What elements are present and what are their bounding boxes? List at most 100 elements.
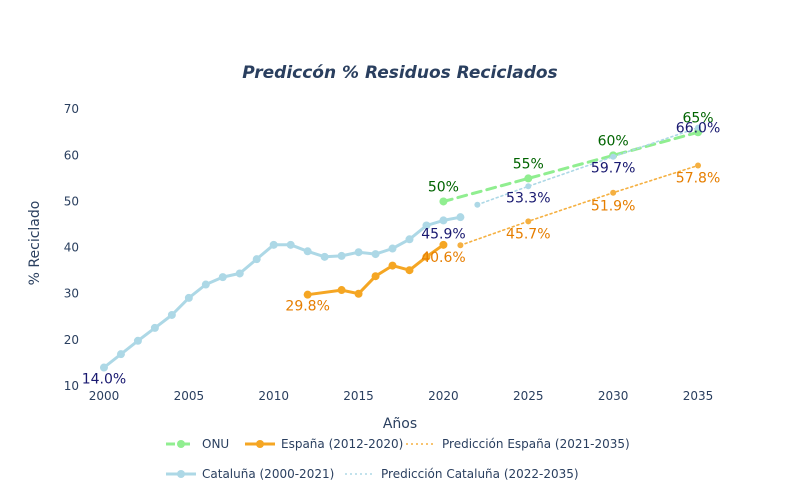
x-axis-label: Años xyxy=(383,416,417,432)
data-point-espana xyxy=(422,252,431,261)
data-point-cataluna xyxy=(252,255,261,264)
y-axis-ticks: 10 20 30 40 50 60 70 xyxy=(64,102,79,393)
x-tick-label: 2025 xyxy=(513,389,544,403)
data-point-cataluna xyxy=(218,273,227,282)
data-point-espana xyxy=(371,272,380,281)
y-tick-label: 30 xyxy=(64,287,79,301)
data-point-pred_cataluna xyxy=(525,183,532,190)
data-point-onu xyxy=(694,128,703,137)
legend-item-pred_espana[interactable]: Predicción España (2021-2035) xyxy=(406,437,630,451)
data-label-onu: 65% xyxy=(682,110,713,126)
data-point-cataluna xyxy=(439,216,448,225)
data-label-pred_espana: 45.7% xyxy=(506,226,550,242)
series-pred_espana: 45.7% 51.9% 57.8% xyxy=(457,162,720,249)
data-label-cataluna: 14.0% xyxy=(82,372,126,388)
data-point-cataluna xyxy=(184,293,193,302)
data-point-cataluna xyxy=(320,252,329,261)
legend-item-onu[interactable]: ONU xyxy=(166,437,229,451)
data-point-cataluna xyxy=(388,244,397,253)
data-point-espana xyxy=(405,266,414,275)
x-tick-label: 2020 xyxy=(428,389,459,403)
data-point-espana xyxy=(303,290,312,299)
y-tick-label: 70 xyxy=(64,102,79,116)
data-point-pred_cataluna xyxy=(610,153,617,160)
y-axis-label: % Reciclado xyxy=(27,201,43,286)
series-onu: 50% 55% 60% 65% xyxy=(428,110,714,206)
data-point-cataluna xyxy=(269,240,278,249)
series-line-onu xyxy=(441,130,700,203)
data-point-pred_espana xyxy=(525,218,532,225)
series-line-pred_cataluna xyxy=(476,126,699,206)
data-point-onu xyxy=(524,174,533,183)
data-point-pred_espana xyxy=(457,242,464,249)
data-point-espana xyxy=(439,240,448,249)
y-tick-label: 60 xyxy=(64,148,79,162)
data-point-cataluna xyxy=(150,323,159,332)
data-point-espana xyxy=(388,261,397,270)
data-label-cataluna: 45.9% xyxy=(421,226,465,242)
legend-label: Predicción Cataluña (2022-2035) xyxy=(381,467,579,481)
data-point-cataluna xyxy=(235,269,244,278)
series-line-cataluna xyxy=(102,215,462,369)
data-point-pred_espana xyxy=(695,162,702,169)
data-point-pred_cataluna xyxy=(695,124,702,131)
data-point-onu xyxy=(439,197,448,206)
data-point-pred_espana xyxy=(610,189,617,196)
y-tick-label: 50 xyxy=(64,194,79,208)
series-line-pred_espana xyxy=(459,164,699,247)
x-tick-label: 2035 xyxy=(683,389,714,403)
data-point-espana xyxy=(354,289,363,298)
data-point-cataluna xyxy=(371,250,380,259)
data-point-cataluna xyxy=(167,310,176,319)
y-tick-label: 10 xyxy=(64,379,79,393)
data-label-pred_espana: 51.9% xyxy=(591,199,635,215)
data-label-pred_cataluna: 66.0% xyxy=(676,121,720,137)
legend-label: Predicción España (2021-2035) xyxy=(442,437,630,451)
data-label-onu: 50% xyxy=(428,179,459,195)
x-tick-label: 2030 xyxy=(598,389,629,403)
legend-swatch-marker xyxy=(177,440,185,448)
plot-area: 50% 55% 60% 65% 29.8% 40.6% 45.7% 51.9% 57.8% 14.… xyxy=(82,110,721,387)
legend: ONU España (2012-2020) Predicción España (… xyxy=(166,437,630,481)
legend-swatch-marker xyxy=(177,470,185,478)
data-point-cataluna xyxy=(99,363,108,372)
y-tick-label: 40 xyxy=(64,241,79,255)
data-label-onu: 60% xyxy=(598,133,629,149)
legend-label: Cataluña (2000-2021) xyxy=(202,467,334,481)
x-tick-label: 2005 xyxy=(174,389,205,403)
data-point-cataluna xyxy=(286,240,295,249)
y-tick-label: 20 xyxy=(64,333,79,347)
data-label-pred_cataluna: 59.7% xyxy=(591,161,635,177)
data-point-cataluna xyxy=(116,350,125,359)
data-label-espana: 29.8% xyxy=(285,299,329,315)
data-point-espana xyxy=(337,286,346,295)
legend-label: ONU xyxy=(202,437,229,451)
legend-item-espana[interactable]: España (2012-2020) xyxy=(245,437,403,451)
legend-item-cataluna[interactable]: Cataluña (2000-2021) xyxy=(166,467,334,481)
legend-item-pred_cataluna[interactable]: Predicción Cataluña (2022-2035) xyxy=(345,467,579,481)
legend-label: España (2012-2020) xyxy=(281,437,403,451)
data-point-cataluna xyxy=(354,248,363,257)
data-point-cataluna xyxy=(337,251,346,260)
data-label-onu: 55% xyxy=(513,156,544,172)
x-tick-label: 2000 xyxy=(89,389,120,403)
data-point-cataluna xyxy=(303,247,312,256)
series-pred_cataluna: 53.3% 59.7% 66.0% xyxy=(474,121,720,208)
data-point-pred_cataluna xyxy=(474,201,481,208)
series-espana: 29.8% 40.6% xyxy=(285,240,466,315)
data-label-pred_espana: 57.8% xyxy=(676,171,720,187)
series-cataluna: 14.0% 45.9% xyxy=(82,213,466,388)
data-point-cataluna xyxy=(133,336,142,345)
chart-title: Prediccón % Residuos Reciclados xyxy=(242,63,557,83)
x-tick-label: 2010 xyxy=(258,389,289,403)
data-point-cataluna xyxy=(405,235,414,244)
data-point-cataluna xyxy=(201,280,210,289)
data-label-pred_cataluna: 53.3% xyxy=(506,190,550,206)
data-label-espana: 40.6% xyxy=(421,250,465,266)
x-tick-label: 2015 xyxy=(343,389,374,403)
x-axis-ticks: 2000 2005 2010 2015 2020 2025 2030 2035 xyxy=(89,389,714,403)
data-point-cataluna xyxy=(456,213,465,222)
data-point-cataluna xyxy=(422,221,431,230)
legend-swatch-marker xyxy=(256,440,264,448)
